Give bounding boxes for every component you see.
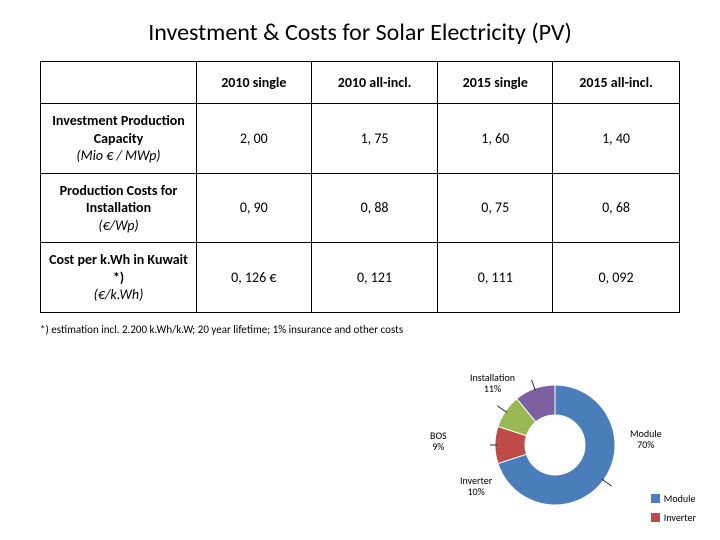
- footnote: *) estimation incl. 2.200 k.Wh/k.W; 20 y…: [40, 323, 720, 336]
- legend-label: Module: [664, 492, 696, 505]
- page-title: Investment & Costs for Solar Electricity…: [0, 0, 720, 61]
- cell: 0, 111: [438, 243, 553, 313]
- table-row: Cost per k.Wh in Kuwait *)(€/k.Wh)0, 126…: [41, 243, 680, 313]
- cell: 0, 90: [197, 173, 312, 243]
- legend-swatch: [651, 513, 660, 522]
- legend-item-module: Module: [651, 492, 696, 505]
- col-2: 2015 single: [438, 62, 553, 104]
- row-label: Investment Production Capacity(Mio € / M…: [41, 104, 197, 174]
- cell: 1, 75: [311, 104, 438, 174]
- cell: 0, 68: [553, 173, 680, 243]
- table-row: Investment Production Capacity(Mio € / M…: [41, 104, 680, 174]
- cost-breakdown-chart: Module70% Inverter10% BOS9% Installation11%…: [370, 360, 700, 530]
- legend-label: Inverter: [664, 511, 696, 524]
- costs-table: 2010 single 2010 all-incl. 2015 single 2…: [40, 61, 680, 313]
- cell: 1, 40: [553, 104, 680, 174]
- slice-label-installation: Installation11%: [470, 372, 515, 394]
- legend-swatch: [651, 494, 660, 503]
- cell: 0, 126 €: [197, 243, 312, 313]
- legend-item-inverter: Inverter: [651, 511, 696, 524]
- chart-legend: Module Inverter: [651, 486, 696, 524]
- cell: 0, 121: [311, 243, 438, 313]
- row-label: Production Costs for Installation(€/Wp): [41, 173, 197, 243]
- cell: 0, 75: [438, 173, 553, 243]
- cell: 1, 60: [438, 104, 553, 174]
- col-0: 2010 single: [197, 62, 312, 104]
- cell: 2, 00: [197, 104, 312, 174]
- col-3: 2015 all-incl.: [553, 62, 680, 104]
- header-blank: [41, 62, 197, 104]
- donut-svg: [490, 380, 620, 510]
- cell: 0, 88: [311, 173, 438, 243]
- table-row: Production Costs for Installation(€/Wp)0…: [41, 173, 680, 243]
- col-1: 2010 all-incl.: [311, 62, 438, 104]
- slice-label-module: Module70%: [630, 428, 662, 450]
- slice-label-inverter: Inverter10%: [460, 475, 492, 497]
- slice-label-bos: BOS9%: [430, 430, 447, 452]
- table-header-row: 2010 single 2010 all-incl. 2015 single 2…: [41, 62, 680, 104]
- row-label: Cost per k.Wh in Kuwait *)(€/k.Wh): [41, 243, 197, 313]
- cell: 0, 092: [553, 243, 680, 313]
